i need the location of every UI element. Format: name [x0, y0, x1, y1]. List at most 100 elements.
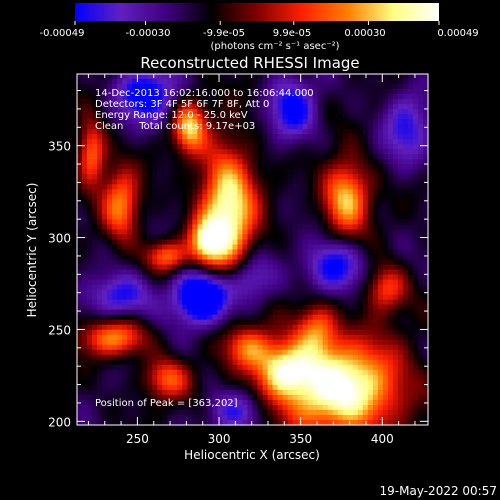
heatmap-cell — [297, 309, 304, 316]
heatmap-cell — [227, 244, 234, 251]
heatmap-cell — [137, 274, 143, 281]
heatmap-cell — [97, 159, 103, 165]
heatmap-cell — [227, 154, 234, 160]
heatmap-cell — [197, 359, 203, 366]
heatmap-cell — [192, 374, 198, 381]
heatmap-cell — [212, 114, 218, 120]
heatmap-cell — [392, 279, 399, 286]
heatmap-cell — [92, 159, 98, 165]
heatmap-cell — [122, 114, 128, 120]
heatmap-cell — [177, 204, 183, 210]
heatmap-cell — [317, 189, 324, 195]
heatmap-cell — [312, 89, 319, 95]
heatmap-cell — [122, 159, 128, 165]
heatmap-cell — [297, 404, 304, 411]
heatmap-cell — [407, 279, 414, 286]
heatmap-cell — [357, 299, 364, 306]
heatmap-cell — [362, 319, 369, 326]
heatmap-cell — [87, 149, 93, 155]
heatmap-cell — [277, 364, 284, 371]
heatmap-cell — [292, 404, 299, 411]
heatmap-cell — [172, 284, 178, 291]
heatmap-cell — [177, 369, 183, 376]
heatmap-cell — [142, 84, 148, 90]
heatmap-cell — [352, 344, 359, 351]
heatmap-cell — [312, 329, 319, 336]
heatmap-cell — [102, 94, 108, 100]
heatmap-cell — [142, 419, 148, 426]
heatmap-cell — [332, 349, 339, 356]
heatmap-cell — [272, 169, 279, 175]
heatmap-cell — [192, 234, 198, 241]
heatmap-cell — [322, 189, 329, 195]
heatmap-cell — [272, 214, 279, 221]
heatmap-cell — [412, 114, 419, 120]
heatmap-cell — [337, 369, 344, 376]
heatmap-cell — [277, 79, 284, 85]
heatmap-cell — [327, 314, 334, 321]
heatmap-cell — [102, 274, 108, 281]
heatmap-cell — [162, 394, 168, 401]
heatmap-cell — [422, 99, 429, 105]
heatmap-cell — [357, 324, 364, 331]
heatmap-cell — [147, 124, 153, 130]
heatmap-cell — [267, 99, 274, 105]
heatmap-cell — [187, 239, 193, 246]
heatmap-cell — [177, 109, 183, 115]
heatmap-cell — [372, 159, 379, 165]
heatmap-cell — [232, 294, 239, 301]
heatmap-cell — [247, 104, 254, 110]
heatmap-cell — [352, 364, 359, 371]
heatmap-cell — [162, 299, 168, 306]
heatmap-cell — [397, 99, 404, 105]
heatmap-cell — [267, 289, 274, 296]
heatmap-cell — [267, 169, 274, 175]
heatmap-cell — [407, 134, 414, 140]
heatmap-cell — [382, 419, 389, 426]
heatmap-cell — [382, 279, 389, 286]
heatmap-cell — [102, 119, 108, 125]
heatmap-cell — [122, 194, 128, 200]
heatmap-cell — [327, 404, 334, 411]
heatmap-cell — [362, 124, 369, 130]
heatmap-cell — [362, 269, 369, 276]
heatmap-cell — [177, 254, 183, 261]
heatmap-cell — [402, 329, 409, 336]
heatmap-cell — [347, 339, 354, 346]
heatmap-cell — [342, 134, 349, 140]
heatmap-cell — [182, 139, 188, 145]
heatmap-cell — [317, 194, 324, 200]
heatmap-cell — [402, 194, 409, 200]
heatmap-cell — [82, 119, 88, 125]
heatmap-cell — [117, 329, 123, 336]
heatmap-cell — [162, 159, 168, 165]
heatmap-cell — [412, 284, 419, 291]
heatmap-cell — [82, 369, 88, 376]
heatmap-cell — [112, 304, 118, 311]
heatmap-cell — [172, 94, 178, 100]
heatmap-cell — [247, 319, 254, 326]
heatmap-cell — [422, 414, 429, 421]
heatmap-cell — [132, 254, 138, 261]
heatmap-cell — [152, 154, 158, 160]
heatmap-cell — [357, 319, 364, 326]
heatmap-cell — [222, 269, 229, 276]
heatmap-cell — [287, 344, 294, 351]
heatmap-cell — [357, 189, 364, 195]
heatmap-cell — [117, 379, 123, 386]
heatmap-cell — [387, 274, 394, 281]
heatmap-cell — [167, 369, 173, 376]
heatmap-cell — [417, 284, 424, 291]
heatmap-cell — [87, 104, 93, 110]
heatmap-cell — [382, 284, 389, 291]
heatmap-cell — [292, 359, 299, 366]
heatmap-cell — [77, 274, 83, 281]
heatmap-cell — [192, 389, 198, 396]
heatmap-cell — [287, 104, 294, 110]
heatmap-cell — [212, 144, 218, 150]
heatmap-cell — [252, 174, 259, 180]
heatmap-cell — [312, 399, 319, 406]
heatmap-cell — [347, 314, 354, 321]
heatmap-cell — [177, 99, 183, 105]
colorbar-tick-label: -9.9e-05 — [203, 28, 245, 39]
